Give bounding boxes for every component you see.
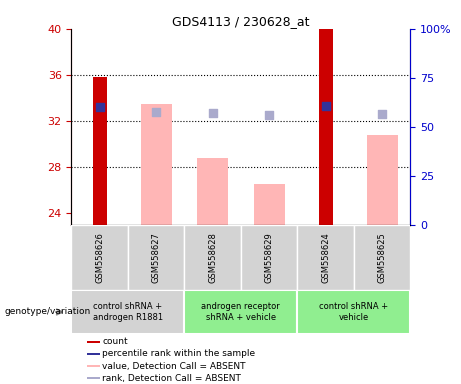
Bar [93,77,107,225]
Bar [141,104,171,225]
Bar [366,135,397,225]
Bar [297,225,354,290]
Text: percentile rank within the sample: percentile rank within the sample [102,349,255,359]
Text: rank, Detection Call = ABSENT: rank, Detection Call = ABSENT [102,374,242,382]
Point [378,111,386,117]
Text: GSM558629: GSM558629 [265,232,274,283]
Bar [184,290,297,334]
Point [266,112,273,118]
Text: GSM558626: GSM558626 [95,232,104,283]
Bar [354,225,410,290]
Text: count: count [102,338,128,346]
Text: GSM558628: GSM558628 [208,232,217,283]
Text: GSM558625: GSM558625 [378,232,387,283]
Text: GSM558624: GSM558624 [321,232,330,283]
Point [209,110,216,116]
Bar [87,341,100,343]
Title: GDS4113 / 230628_at: GDS4113 / 230628_at [172,15,310,28]
Bar [87,365,100,367]
Text: genotype/variation: genotype/variation [5,308,91,316]
Text: GSM558627: GSM558627 [152,232,161,283]
Bar [87,353,100,355]
Text: control shRNA +
vehicle: control shRNA + vehicle [319,302,388,322]
Point [96,104,103,110]
Point [153,109,160,115]
Bar [87,377,100,379]
Bar [254,184,284,225]
Bar [197,158,228,225]
Bar [71,290,184,334]
Bar [297,290,410,334]
Point [322,103,329,109]
Bar [241,225,297,290]
Bar [319,29,333,225]
Bar [128,225,184,290]
Text: androgen receptor
shRNA + vehicle: androgen receptor shRNA + vehicle [201,302,280,322]
Bar [71,225,128,290]
Text: value, Detection Call = ABSENT: value, Detection Call = ABSENT [102,361,246,371]
Text: control shRNA +
androgen R1881: control shRNA + androgen R1881 [93,302,163,322]
Bar [184,225,241,290]
